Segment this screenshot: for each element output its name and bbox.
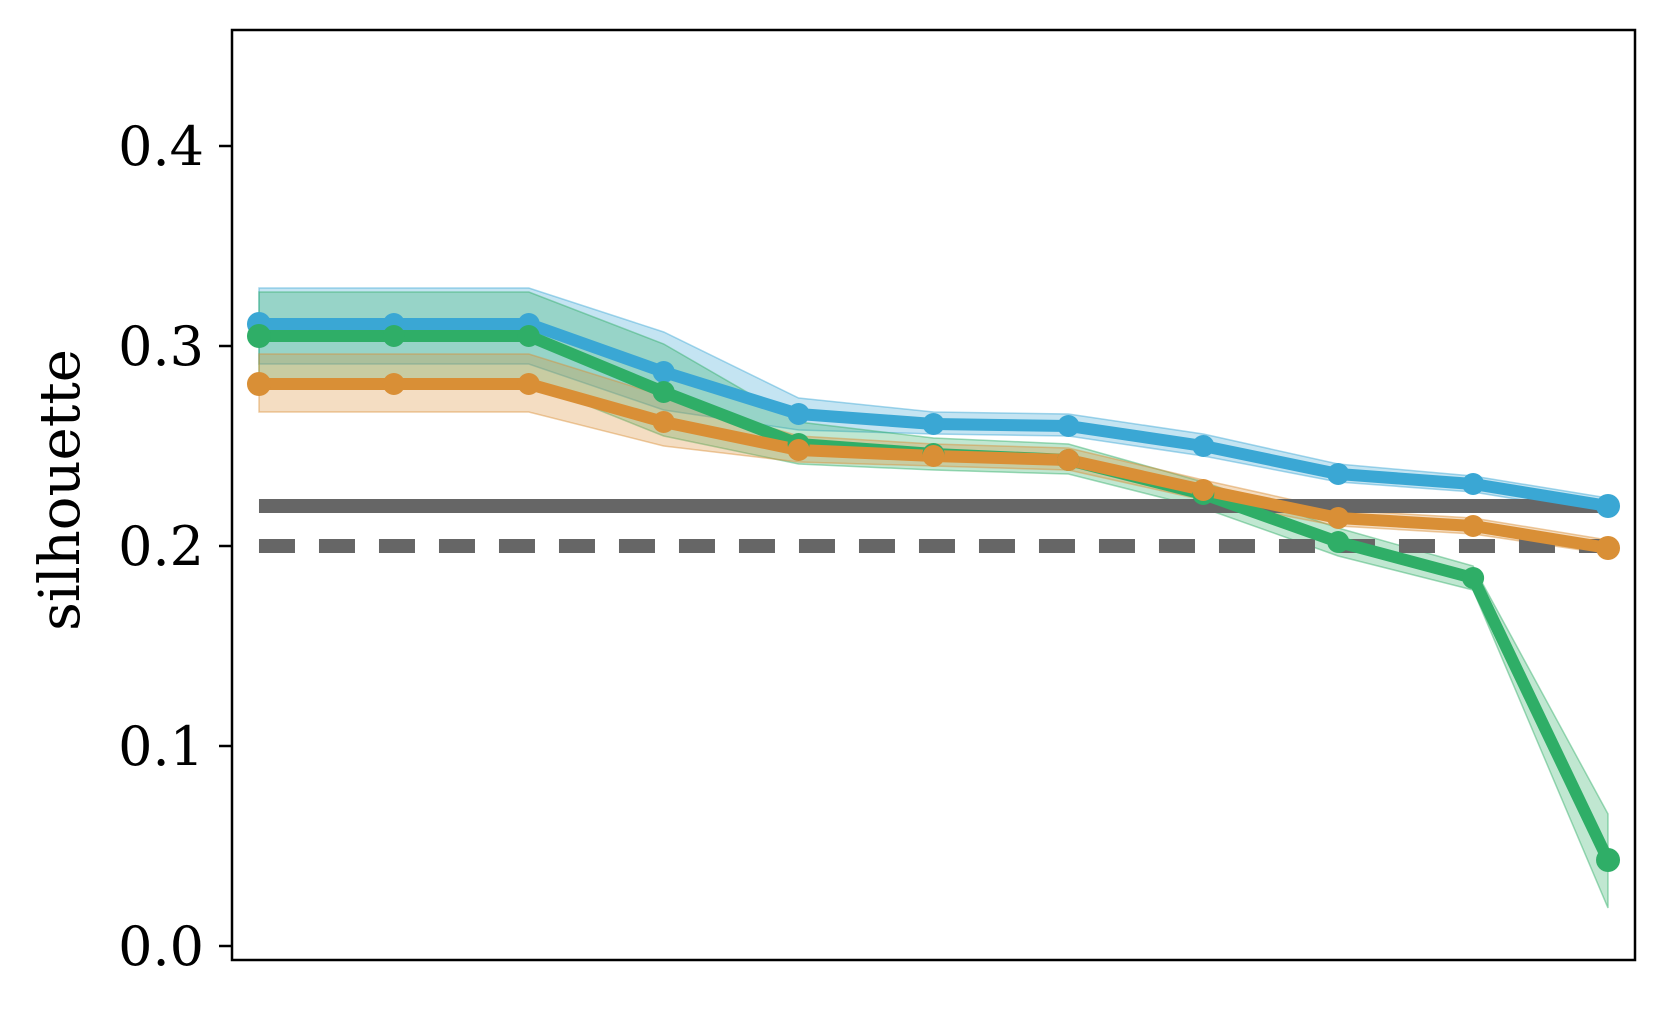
y-axis-label: silhouette bbox=[28, 349, 93, 631]
series-2-point-7 bbox=[1192, 479, 1215, 501]
series-0-point-10 bbox=[1596, 494, 1621, 518]
series-2-point-8 bbox=[1327, 507, 1350, 529]
series-1-point-1 bbox=[382, 325, 405, 347]
series-0-point-4 bbox=[787, 403, 810, 425]
series-2-point-3 bbox=[652, 411, 675, 433]
reference-lines bbox=[258, 499, 1609, 553]
series-2-point-5 bbox=[922, 445, 945, 467]
series-1-point-8 bbox=[1327, 531, 1350, 553]
plot-frame bbox=[230, 28, 1637, 962]
series-2-point-1 bbox=[382, 373, 405, 395]
series-0-point-7 bbox=[1192, 435, 1215, 457]
y-tick-label-1: 0.1 bbox=[118, 715, 204, 778]
series-0-point-5 bbox=[922, 413, 945, 435]
y-tick-label-3: 0.3 bbox=[118, 315, 204, 378]
axes: 0.0 0.1 0.2 0.3 0.4 bbox=[118, 28, 1637, 978]
series-1-point-10 bbox=[1596, 848, 1621, 872]
series-2-point-2 bbox=[517, 373, 540, 395]
series-1-point-9 bbox=[1462, 567, 1485, 589]
series-1-point-3 bbox=[652, 381, 675, 403]
series-2-point-9 bbox=[1462, 515, 1485, 537]
series-2-point-0 bbox=[246, 372, 271, 396]
series-2-point-4 bbox=[787, 439, 810, 461]
series-1-point-0 bbox=[246, 324, 271, 348]
series-2-point-10 bbox=[1596, 536, 1621, 560]
series-points bbox=[246, 312, 1621, 872]
series-1-point-2 bbox=[517, 325, 540, 347]
y-tick-label-0: 0.0 bbox=[118, 915, 204, 978]
series-0-point-9 bbox=[1462, 473, 1485, 495]
y-tick-label-4: 0.4 bbox=[118, 115, 204, 178]
series-0-point-3 bbox=[652, 361, 675, 383]
series-0-point-6 bbox=[1057, 415, 1080, 437]
series-2-point-6 bbox=[1057, 449, 1080, 471]
y-tick-label-2: 0.2 bbox=[118, 515, 204, 578]
series-0-point-8 bbox=[1327, 463, 1350, 485]
